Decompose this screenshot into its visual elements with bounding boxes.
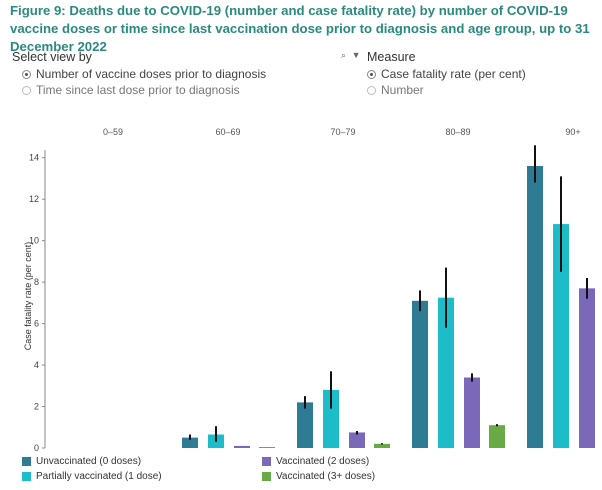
y-tick-label: 0 [34,443,39,453]
measure-option-cfr-label: Case fatality rate (per cent) [381,67,526,81]
legend-item-partially: Partially vaccinated (1 dose) [22,471,162,482]
legend-item-two-doses: Vaccinated (2 doses) [262,456,369,467]
bar [579,288,595,448]
dropdown-arrow-icon[interactable]: ▼ [351,50,361,60]
bar [323,389,339,448]
legend-swatch [22,457,31,466]
y-tick-label: 4 [34,360,39,370]
panel-label: 90+ [565,127,580,137]
bar [464,377,480,448]
bar [412,300,428,448]
y-tick-label: 10 [29,236,39,246]
bar [182,437,198,448]
y-tick-label: 8 [34,277,39,287]
y-tick-label: 6 [34,319,39,329]
error-bars [189,145,588,445]
view-by-option-time-label: Time since last dose prior to diagnosis [36,83,240,97]
view-by-option-doses[interactable]: Number of vaccine doses prior to diagnos… [22,67,266,81]
view-by-option-doses-label: Number of vaccine doses prior to diagnos… [36,67,267,81]
bar [553,224,569,448]
legend-item-three-doses: Vaccinated (3+ doses) [262,471,375,482]
bar [297,402,313,448]
y-axis: 0 2 4 6 8 10 12 14 [29,150,46,453]
legend-swatch [262,472,271,481]
legend-swatch [22,472,31,481]
legend-label: Unvaccinated (0 doses) [36,456,142,467]
bar [349,432,365,448]
panel-label: 60–69 [215,127,240,137]
panel-label: 80–89 [445,127,470,137]
radio-unselected-icon[interactable] [367,85,376,95]
y-axis-label: Case fatality rate (per cent) [23,242,33,351]
bar [527,166,543,448]
legend-label: Vaccinated (3+ doses) [276,471,376,482]
y-tick-label: 12 [29,194,39,204]
legend-item-unvaccinated: Unvaccinated (0 doses) [22,456,141,467]
view-by-option-time[interactable]: Time since last dose prior to diagnosis [22,83,240,97]
y-tick-label: 2 [34,402,39,412]
bar [234,445,250,448]
bar [259,447,275,448]
radio-unselected-icon[interactable] [22,85,31,95]
panel-label: 0–59 [103,127,123,137]
figure-title: Figure 9: Deaths due to COVID-19 (number… [10,3,590,54]
panel-label: 70–79 [330,127,355,137]
radio-selected-icon[interactable] [22,69,31,79]
bars [182,166,595,448]
measure-option-number[interactable]: Number [367,83,424,97]
search-icon[interactable]: ⌕ [341,50,347,60]
legend-swatch [262,457,271,466]
measure-option-cfr[interactable]: Case fatality rate (per cent) [367,67,526,81]
view-by-heading: Select view by [12,50,92,64]
chart-tools[interactable]: ⌕ ▼ [341,50,360,61]
bar [438,297,454,448]
y-tick-label: 14 [29,153,39,163]
measure-option-number-label: Number [381,83,424,97]
bar [489,425,505,448]
legend-label: Vaccinated (2 doses) [276,456,370,467]
measure-heading: Measure [367,50,416,64]
panel-labels: 0–59 60–69 70–79 80–89 90+ [103,127,581,137]
bar [374,443,390,448]
radio-selected-icon[interactable] [367,69,376,79]
legend-label: Partially vaccinated (1 dose) [36,471,162,482]
